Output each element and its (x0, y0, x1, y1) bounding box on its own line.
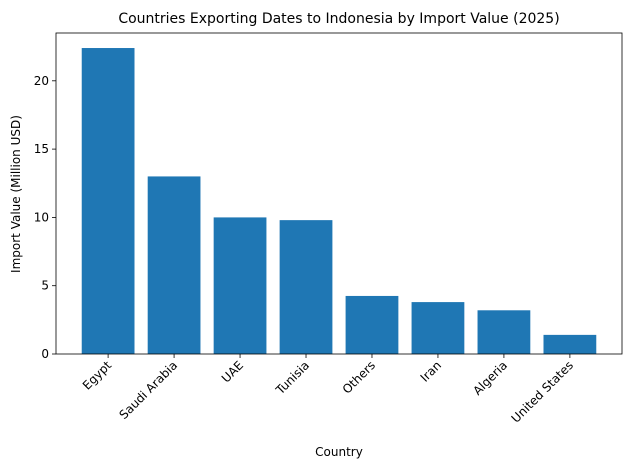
bar (411, 302, 465, 354)
y-tick-label: 0 (41, 347, 49, 361)
y-tick-label: 10 (34, 210, 49, 224)
bar (345, 295, 399, 354)
x-tick-label: Iran (418, 358, 444, 384)
x-tick-label: Saudi Arabia (116, 358, 180, 422)
bar (81, 48, 135, 354)
plot-frame (55, 32, 623, 355)
y-tick-label: 20 (34, 74, 49, 88)
x-tick-label: Algeria (470, 358, 510, 398)
x-tick-label: Egypt (80, 358, 115, 393)
x-tick-label: Tunisia (273, 358, 313, 398)
x-axis-label: Country (315, 445, 363, 459)
y-tick-label: 15 (34, 142, 49, 156)
x-tick-label: United States (509, 358, 576, 425)
x-tick-label: UAE (219, 358, 246, 385)
y-tick-label: 5 (41, 279, 49, 293)
bar (213, 217, 267, 354)
y-axis-label: Import Value (Million USD) (9, 115, 23, 273)
bar (477, 310, 531, 354)
bar (279, 220, 333, 354)
bar (147, 176, 201, 354)
chart-title: Countries Exporting Dates to Indonesia b… (118, 11, 559, 27)
bar (543, 334, 597, 354)
x-tick-label: Others (340, 358, 378, 396)
